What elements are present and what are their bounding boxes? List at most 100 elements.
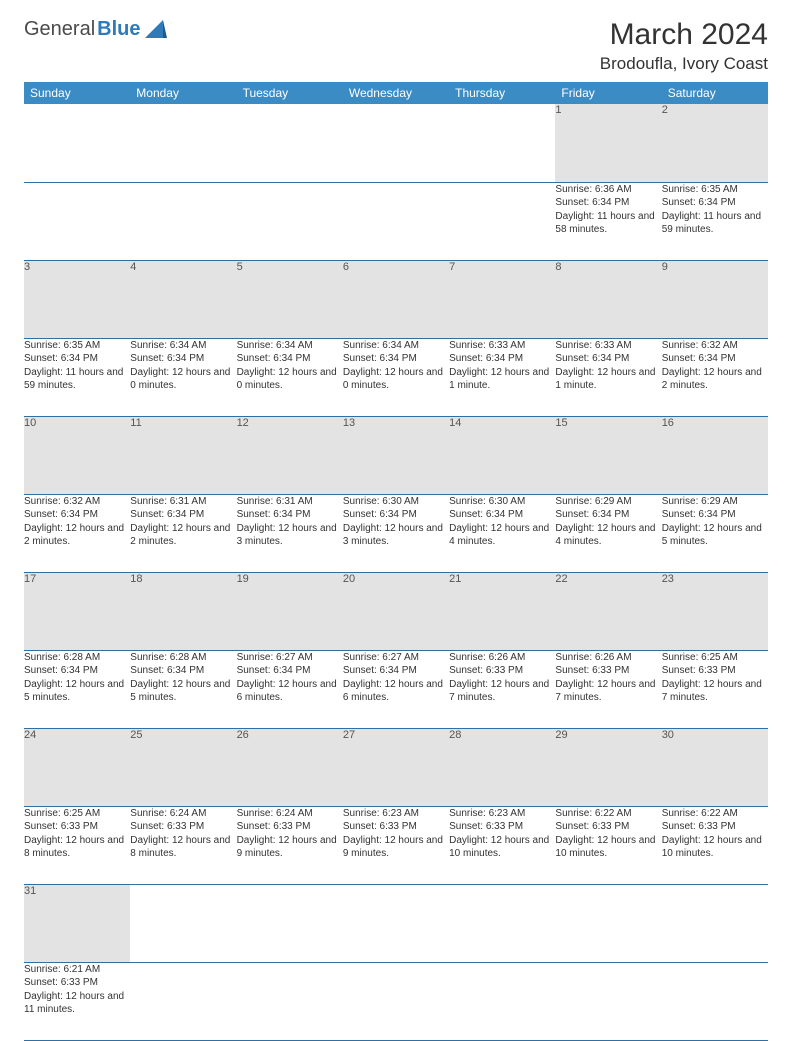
day-cell: Sunrise: 6:27 AMSunset: 6:34 PMDaylight:… [237,650,343,728]
daynum-cell: 17 [24,572,130,650]
sunset-text: Sunset: 6:34 PM [662,352,768,366]
sunset-text: Sunset: 6:34 PM [130,508,236,522]
day-cell: Sunrise: 6:29 AMSunset: 6:34 PMDaylight:… [662,494,768,572]
daynum-cell: 23 [662,572,768,650]
daylight-text: Daylight: 12 hours and 1 minute. [555,366,661,393]
sunset-text: Sunset: 6:34 PM [449,508,555,522]
day-cell: Sunrise: 6:24 AMSunset: 6:33 PMDaylight:… [130,806,236,884]
day-cell: Sunrise: 6:30 AMSunset: 6:34 PMDaylight:… [449,494,555,572]
sunrise-text: Sunrise: 6:26 AM [555,651,661,665]
sunset-text: Sunset: 6:33 PM [130,820,236,834]
daynum-cell [343,104,449,182]
sunrise-text: Sunrise: 6:27 AM [237,651,343,665]
brand-part2: Blue [97,18,140,41]
month-title: March 2024 [600,18,768,52]
daylight-text: Daylight: 12 hours and 7 minutes. [449,678,555,705]
day-cell: Sunrise: 6:35 AMSunset: 6:34 PMDaylight:… [24,338,130,416]
day-cell: Sunrise: 6:24 AMSunset: 6:33 PMDaylight:… [237,806,343,884]
sunrise-text: Sunrise: 6:25 AM [662,651,768,665]
day-cell: Sunrise: 6:30 AMSunset: 6:34 PMDaylight:… [343,494,449,572]
daylight-text: Daylight: 12 hours and 2 minutes. [130,522,236,549]
sunrise-text: Sunrise: 6:34 AM [130,339,236,353]
day-cell: Sunrise: 6:22 AMSunset: 6:33 PMDaylight:… [555,806,661,884]
daynum-cell: 3 [24,260,130,338]
daynum-cell: 16 [662,416,768,494]
sunrise-text: Sunrise: 6:22 AM [662,807,768,821]
location-label: Brodoufla, Ivory Coast [600,54,768,74]
sunset-text: Sunset: 6:33 PM [24,976,130,990]
sunset-text: Sunset: 6:34 PM [555,352,661,366]
daylight-text: Daylight: 11 hours and 59 minutes. [24,366,130,393]
daylight-text: Daylight: 11 hours and 58 minutes. [555,210,661,237]
day-cell: Sunrise: 6:33 AMSunset: 6:34 PMDaylight:… [449,338,555,416]
sunrise-text: Sunrise: 6:23 AM [449,807,555,821]
daylight-text: Daylight: 11 hours and 59 minutes. [662,210,768,237]
day-cell: Sunrise: 6:33 AMSunset: 6:34 PMDaylight:… [555,338,661,416]
sunset-text: Sunset: 6:33 PM [24,820,130,834]
day-cell [130,182,236,260]
info-row: Sunrise: 6:36 AMSunset: 6:34 PMDaylight:… [24,182,768,260]
daynum-cell: 11 [130,416,236,494]
daynum-cell [343,884,449,962]
day-cell: Sunrise: 6:23 AMSunset: 6:33 PMDaylight:… [449,806,555,884]
day-cell: Sunrise: 6:28 AMSunset: 6:34 PMDaylight:… [24,650,130,728]
daylight-text: Daylight: 12 hours and 8 minutes. [130,834,236,861]
daylight-text: Daylight: 12 hours and 5 minutes. [24,678,130,705]
daylight-text: Daylight: 12 hours and 4 minutes. [555,522,661,549]
daylight-text: Daylight: 12 hours and 0 minutes. [130,366,236,393]
day-cell: Sunrise: 6:34 AMSunset: 6:34 PMDaylight:… [343,338,449,416]
dayname-cell: Monday [130,82,236,104]
info-row: Sunrise: 6:35 AMSunset: 6:34 PMDaylight:… [24,338,768,416]
daylight-text: Daylight: 12 hours and 3 minutes. [237,522,343,549]
daynum-cell [449,104,555,182]
daylight-text: Daylight: 12 hours and 10 minutes. [555,834,661,861]
daynum-cell: 9 [662,260,768,338]
sunset-text: Sunset: 6:33 PM [662,664,768,678]
sunset-text: Sunset: 6:34 PM [662,508,768,522]
daylight-text: Daylight: 12 hours and 5 minutes. [130,678,236,705]
daynum-cell: 14 [449,416,555,494]
sunset-text: Sunset: 6:34 PM [343,352,449,366]
sunrise-text: Sunrise: 6:25 AM [24,807,130,821]
day-cell: Sunrise: 6:29 AMSunset: 6:34 PMDaylight:… [555,494,661,572]
sunset-text: Sunset: 6:33 PM [343,820,449,834]
sunset-text: Sunset: 6:34 PM [130,352,236,366]
daylight-text: Daylight: 12 hours and 10 minutes. [662,834,768,861]
sunset-text: Sunset: 6:33 PM [237,820,343,834]
daynum-cell: 4 [130,260,236,338]
daylight-text: Daylight: 12 hours and 9 minutes. [343,834,449,861]
sunset-text: Sunset: 6:34 PM [555,196,661,210]
day-cell: Sunrise: 6:22 AMSunset: 6:33 PMDaylight:… [662,806,768,884]
daylight-text: Daylight: 12 hours and 8 minutes. [24,834,130,861]
daynum-cell: 25 [130,728,236,806]
daylight-text: Daylight: 12 hours and 9 minutes. [237,834,343,861]
sunrise-text: Sunrise: 6:30 AM [343,495,449,509]
daynum-cell: 21 [449,572,555,650]
daynum-cell [662,884,768,962]
daylight-text: Daylight: 12 hours and 2 minutes. [24,522,130,549]
daylight-text: Daylight: 12 hours and 11 minutes. [24,990,130,1017]
brand-part1: General [24,18,95,41]
sunrise-text: Sunrise: 6:36 AM [555,183,661,197]
sunrise-text: Sunrise: 6:35 AM [24,339,130,353]
daylight-text: Daylight: 12 hours and 5 minutes. [662,522,768,549]
daynum-cell: 28 [449,728,555,806]
daynum-row: 10111213141516 [24,416,768,494]
info-row: Sunrise: 6:21 AMSunset: 6:33 PMDaylight:… [24,962,768,1040]
dayname-cell: Saturday [662,82,768,104]
sunset-text: Sunset: 6:34 PM [555,508,661,522]
daylight-text: Daylight: 12 hours and 3 minutes. [343,522,449,549]
calendar-body: 12Sunrise: 6:36 AMSunset: 6:34 PMDayligh… [24,104,768,1040]
sunrise-text: Sunrise: 6:29 AM [662,495,768,509]
page-header: GeneralBlue March 2024 Brodoufla, Ivory … [24,18,768,74]
day-cell [449,182,555,260]
day-cell: Sunrise: 6:34 AMSunset: 6:34 PMDaylight:… [130,338,236,416]
sunset-text: Sunset: 6:33 PM [449,664,555,678]
sunrise-text: Sunrise: 6:24 AM [130,807,236,821]
daylight-text: Daylight: 12 hours and 4 minutes. [449,522,555,549]
day-cell [237,182,343,260]
day-cell: Sunrise: 6:31 AMSunset: 6:34 PMDaylight:… [130,494,236,572]
sunrise-text: Sunrise: 6:33 AM [449,339,555,353]
daylight-text: Daylight: 12 hours and 2 minutes. [662,366,768,393]
daylight-text: Daylight: 12 hours and 0 minutes. [343,366,449,393]
